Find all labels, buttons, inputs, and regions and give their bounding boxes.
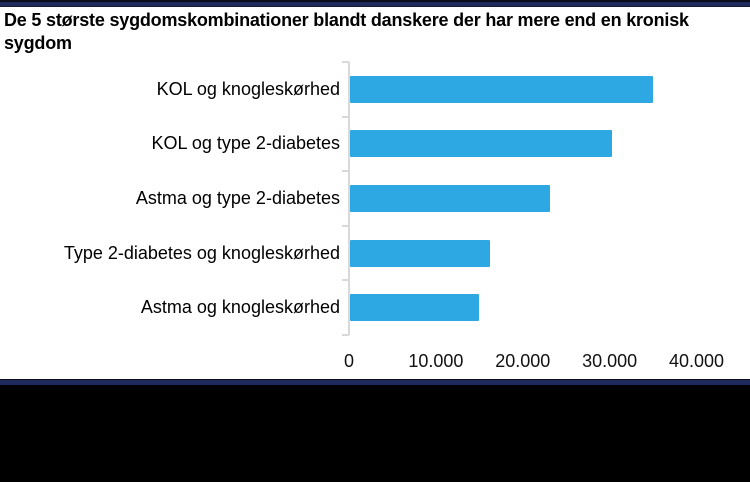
footer-black-band	[0, 385, 750, 482]
bar-row: KOL og knogleskørhed	[0, 62, 750, 117]
category-label: KOL og knogleskørhed	[156, 78, 340, 99]
bar-row: Astma og knogleskørhed	[0, 280, 750, 335]
category-label: Type 2-diabetes og knogleskørhed	[63, 242, 340, 263]
y-axis-tick-mark	[342, 115, 349, 118]
y-axis-tick-mark	[342, 334, 349, 336]
y-axis-tick-mark	[342, 224, 349, 227]
bottom-border-band	[0, 379, 750, 385]
chart-title: De 5 største sygdomskombinationer blandt…	[4, 10, 689, 53]
bar-row: KOL og type 2-diabetes	[0, 117, 750, 172]
top-border-band	[0, 0, 750, 7]
data-bar	[350, 239, 490, 267]
x-axis-tick-label: 30.000	[582, 351, 638, 371]
x-axis-tick-label: 0	[343, 351, 355, 371]
bar-row: Astma og type 2-diabetes	[0, 171, 750, 226]
y-axis-tick-mark	[342, 61, 349, 63]
bar-row: Type 2-diabetes og knogleskørhed	[0, 226, 750, 281]
y-axis-tick-mark	[342, 170, 349, 173]
x-axis-tick-label: 10.000	[408, 351, 464, 371]
category-label: KOL og type 2-diabetes	[151, 133, 340, 154]
data-bar	[350, 184, 550, 212]
data-bar	[350, 130, 613, 158]
x-axis-tick-label: 20.000	[495, 351, 551, 371]
data-bar	[350, 294, 480, 322]
y-axis-tick-mark	[342, 279, 349, 282]
category-label: Astma og knogleskørhed	[140, 297, 340, 318]
x-axis-tick-label: 40.000	[669, 351, 725, 371]
bar-chart-plot-area: KOL og knogleskørhed KOL og type 2-diabet…	[0, 61, 750, 371]
y-axis-line	[348, 62, 350, 335]
category-label: Astma og type 2-diabetes	[135, 187, 340, 208]
data-bar	[350, 75, 654, 103]
